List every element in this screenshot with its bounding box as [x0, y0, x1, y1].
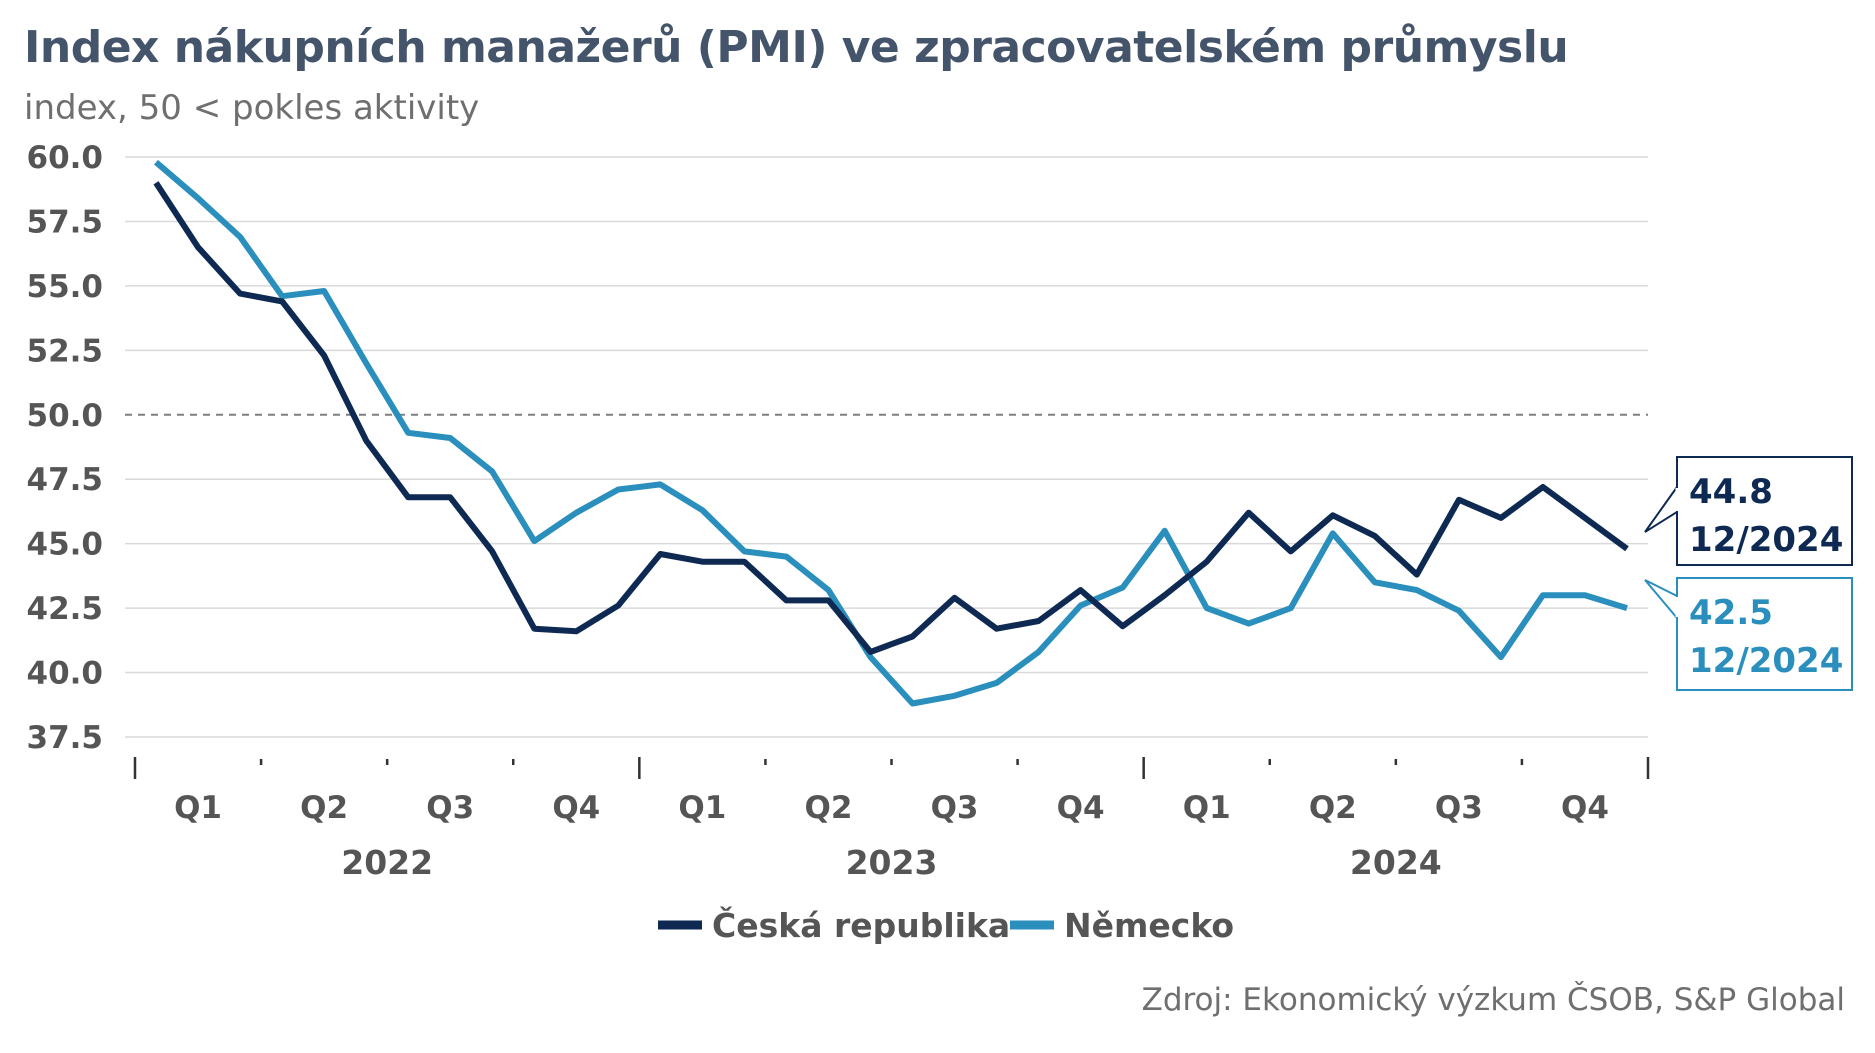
quarter-label: Q4 [1057, 790, 1105, 826]
callout-germany-box [1676, 577, 1853, 691]
callout-czech-date: 12/2024 [1689, 520, 1843, 560]
year-label: 2024 [1350, 843, 1442, 882]
quarter-label: Q1 [1183, 790, 1231, 826]
source-note: Zdroj: Ekonomický výzkum ČSOB, S&P Globa… [1141, 982, 1845, 1018]
callout-germany-value: 42.5 [1689, 593, 1773, 633]
y-tick-label: 60.0 [27, 140, 104, 176]
y-tick-label: 55.0 [27, 269, 104, 305]
quarter-label: Q2 [1309, 790, 1357, 826]
quarter-label: Q3 [1435, 790, 1483, 826]
quarter-label: Q3 [426, 790, 474, 826]
year-label: 2023 [846, 843, 938, 882]
y-tick-label: 50.0 [27, 398, 104, 434]
legend-label-germany: Německo [1064, 906, 1234, 945]
callout-czech-value: 44.8 [1689, 472, 1773, 512]
quarter-label: Q4 [552, 790, 600, 826]
y-tick-label: 57.5 [27, 204, 104, 240]
quarter-label: Q2 [804, 790, 852, 826]
y-tick-label: 52.5 [27, 333, 104, 369]
quarter-label: Q1 [174, 790, 222, 826]
callout-czech-box [1676, 456, 1853, 566]
callout-czech-pointer [1644, 483, 1678, 533]
series-line-germany [154, 159, 1628, 707]
chart-subtitle: index, 50 < pokles aktivity [24, 88, 480, 128]
quarter-label: Q2 [300, 790, 348, 826]
callout-germany-pointer [1644, 579, 1678, 621]
chart-title: Index nákupních manažerů (PMI) ve zpraco… [24, 22, 1569, 73]
series-line-czech [153, 181, 1629, 655]
y-tick-label: 42.5 [27, 591, 104, 627]
callout-germany-date: 12/2024 [1689, 641, 1843, 681]
quarter-label: Q3 [931, 790, 979, 826]
legend-label-czech: Česká republika [712, 905, 1010, 945]
quarter-label: Q4 [1561, 790, 1609, 826]
y-tick-label: 45.0 [27, 527, 104, 563]
year-label: 2022 [341, 843, 433, 882]
quarter-label: Q1 [678, 790, 726, 826]
y-tick-label: 47.5 [27, 462, 104, 498]
y-tick-label: 40.0 [27, 656, 104, 692]
y-tick-label: 37.5 [27, 720, 104, 756]
